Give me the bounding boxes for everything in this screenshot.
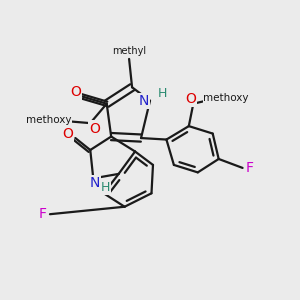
Text: O: O [89, 122, 100, 136]
Text: H: H [101, 181, 110, 194]
Text: methyl: methyl [112, 46, 146, 56]
Text: O: O [70, 85, 81, 99]
Text: O: O [185, 92, 196, 106]
Text: F: F [246, 161, 254, 175]
Text: H: H [157, 87, 167, 100]
Text: N: N [139, 94, 149, 108]
Text: methoxy: methoxy [26, 115, 71, 125]
Text: N: N [90, 176, 100, 190]
Text: F: F [38, 207, 46, 221]
Text: methoxy: methoxy [203, 93, 249, 103]
Text: O: O [62, 127, 73, 141]
